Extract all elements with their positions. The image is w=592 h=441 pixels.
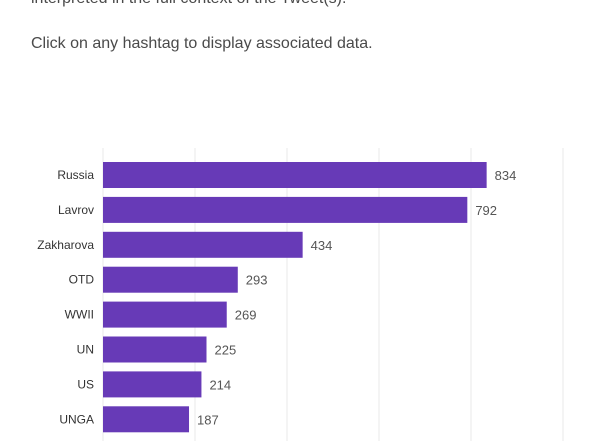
intro-instruction: Click on any hashtag to display associat… <box>31 35 373 52</box>
chart-bars <box>103 162 487 433</box>
value-label: 834 <box>495 168 517 183</box>
chart-labels: Russia 834 Lavrov 792 Zakharova 434 OTD 293 WWII… <box>37 168 516 427</box>
chart-gridlines <box>102 148 564 441</box>
bar-wwii[interactable] <box>103 301 227 328</box>
value-label: 225 <box>215 343 237 358</box>
category-label: Lavrov <box>58 203 94 217</box>
value-label: 187 <box>197 412 219 427</box>
category-label: WWII <box>65 308 94 322</box>
category-label: Russia <box>57 168 94 182</box>
bar-russia[interactable] <box>103 162 487 188</box>
value-label: 434 <box>311 238 333 253</box>
bar-unga[interactable] <box>103 406 190 433</box>
bar-lavrov[interactable] <box>103 196 468 223</box>
intro-text-partial: interpreted in the full context of the T… <box>31 0 346 8</box>
bar-un[interactable] <box>103 336 207 363</box>
value-label: 269 <box>235 308 257 323</box>
bar-otd[interactable] <box>103 266 238 293</box>
category-label: UN <box>77 343 94 357</box>
category-label: UNGA <box>59 412 94 426</box>
category-label: Zakharova <box>37 238 94 252</box>
category-label: US <box>77 377 94 391</box>
value-label: 293 <box>246 273 268 288</box>
bar-us[interactable] <box>103 371 202 398</box>
category-label: OTD <box>69 273 95 287</box>
value-label: 792 <box>475 203 497 218</box>
value-label: 214 <box>209 377 231 392</box>
bar-zakharova[interactable] <box>103 231 303 258</box>
